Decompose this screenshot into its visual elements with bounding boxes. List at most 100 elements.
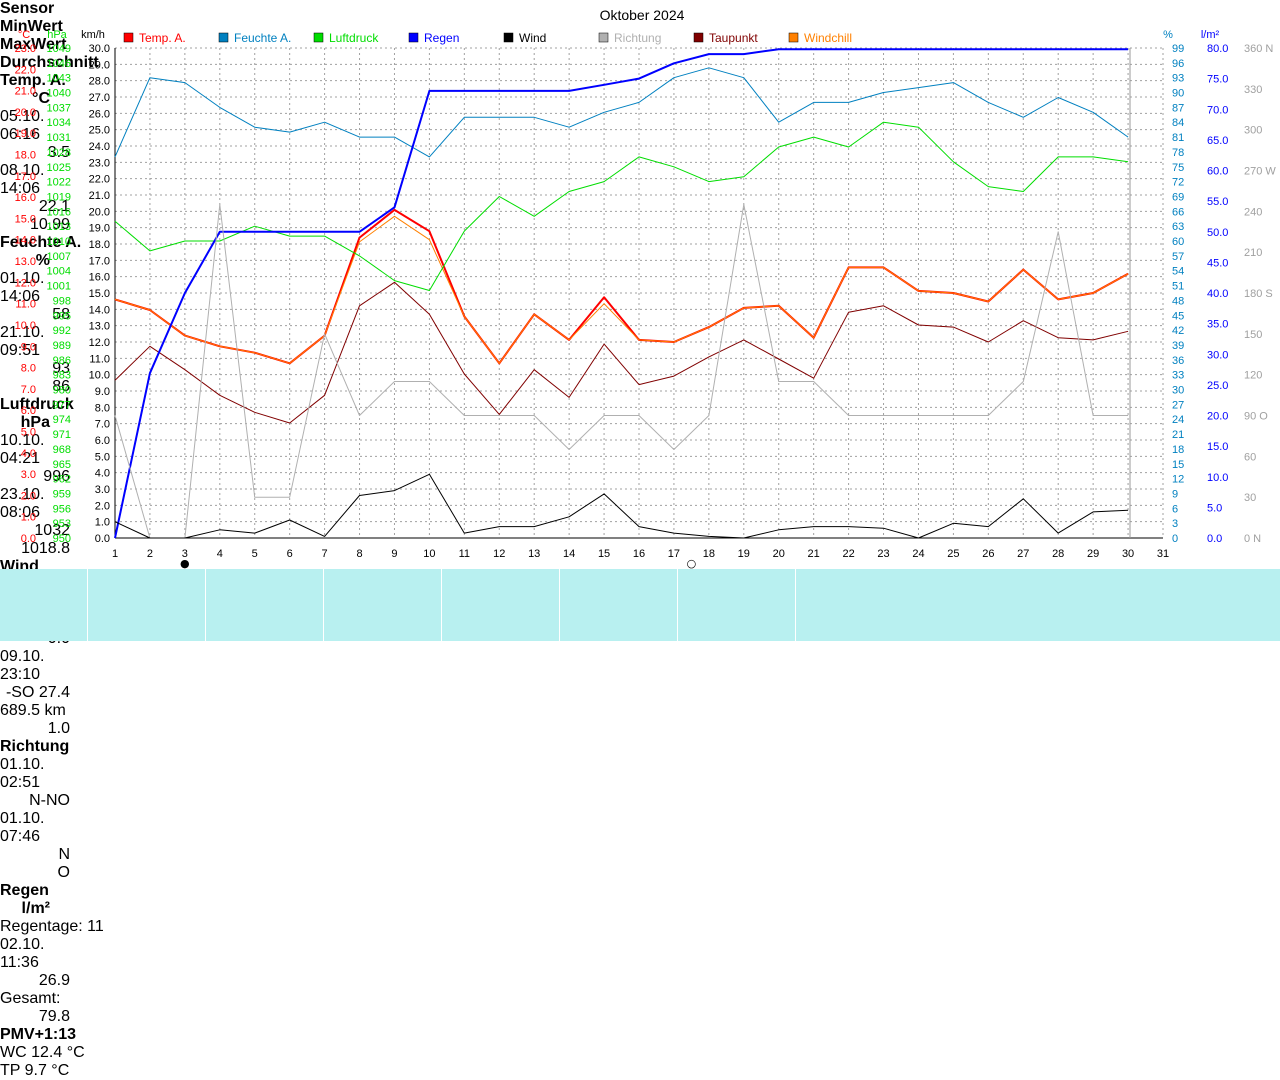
legend-label: Taupunkt <box>709 31 758 45</box>
wind-tick-label: 27.0 <box>89 92 110 104</box>
stats-value: 58 <box>52 306 70 323</box>
legend-label: Regen <box>424 31 459 45</box>
pressure-tick-label: 1010 <box>47 236 71 248</box>
pressure-tick-label: 1049 <box>47 43 71 55</box>
stats-value: 1018.8 <box>21 540 70 557</box>
stats-date: 689.5 km <box>0 702 66 719</box>
rain-tick-label: 80.0 <box>1207 43 1228 55</box>
legend-swatch <box>313 32 324 43</box>
x-tick-label: 26 <box>982 548 994 560</box>
humidity-tick-label: 99 <box>1172 43 1184 55</box>
wind-tick-label: 9.0 <box>95 386 110 398</box>
stats-header-sensor: Sensor <box>0 0 55 17</box>
stats-value: N <box>58 846 70 863</box>
wind-tick-label: 2.0 <box>95 500 110 512</box>
x-tick-label: 5 <box>252 548 258 560</box>
pressure-tick-label: 1016 <box>47 206 71 218</box>
x-tick-label: 21 <box>808 548 820 560</box>
rain-tick-label: 35.0 <box>1207 319 1228 331</box>
humidity-tick-label: 9 <box>1172 488 1178 500</box>
direction-tick-label: 60 <box>1244 451 1256 463</box>
x-tick-label: 11 <box>459 548 470 560</box>
stats-pmv-value: WC 12.4 °C <box>0 1044 85 1061</box>
series-line-windchill <box>114 215 1129 364</box>
humidity-tick-label: 18 <box>1172 444 1184 456</box>
pressure-tick-label: 1034 <box>47 117 71 129</box>
stats-date: 01.10. <box>0 810 45 827</box>
rain-tick-label: 15.0 <box>1207 441 1228 453</box>
stats-date: 02.10. <box>0 936 45 953</box>
stats-value: N-NO <box>29 792 70 809</box>
rain-tick-label: 0.0 <box>1207 533 1222 545</box>
wind-tick-label: 18.0 <box>89 239 110 251</box>
wind-tick-label: 8.0 <box>95 402 110 414</box>
humidity-tick-label: 24 <box>1172 414 1184 426</box>
x-tick-label: 2 <box>147 548 153 560</box>
pressure-tick-label: 995 <box>53 310 71 322</box>
stats-value: 93 <box>52 360 70 377</box>
temp-tick-label: 8.0 <box>21 363 36 375</box>
stats-header-pmv: PMV+1:13 <box>0 1026 77 1043</box>
temp-tick-label: 9.0 <box>21 341 36 353</box>
pressure-tick-label: 977 <box>53 399 71 411</box>
humidity-tick-label: 27 <box>1172 399 1184 411</box>
series-layer <box>114 48 1129 539</box>
stats-divider <box>795 569 796 641</box>
pressure-tick-label: 1004 <box>47 266 71 278</box>
direction-tick-label: 180 S <box>1244 288 1273 300</box>
temp-tick-label: 15.0 <box>15 213 36 225</box>
humidity-tick-label: 6 <box>1172 503 1178 515</box>
pressure-tick-label: 1007 <box>47 251 71 263</box>
humidity-tick-label: 72 <box>1172 177 1184 189</box>
x-tick-label: 8 <box>356 548 362 560</box>
chart-title: Oktober 2024 <box>600 7 685 23</box>
stats-value: 79.8 <box>38 1008 70 1025</box>
wind-tick-label: 25.0 <box>89 125 110 137</box>
stats-unit-regen: l/m² <box>21 900 50 917</box>
humidity-tick-label: 57 <box>1172 251 1184 263</box>
pressure-tick-label: 989 <box>53 340 71 352</box>
pressure-tick-label: 968 <box>53 444 71 456</box>
pressure-tick-label: 1028 <box>47 147 71 159</box>
pressure-tick-label: 959 <box>53 488 71 500</box>
x-tick-label: 19 <box>738 548 750 560</box>
temp-tick-label: 5.0 <box>21 426 36 438</box>
stats-value: 86 <box>52 378 70 395</box>
temp-tick-label: 4.0 <box>21 448 36 460</box>
pressure-tick-label: 998 <box>53 295 71 307</box>
temp-tick-label: 20.0 <box>15 107 36 119</box>
x-tick-label: 9 <box>391 548 397 560</box>
direction-tick-label: 150 <box>1244 329 1262 341</box>
temp-tick-label: 6.0 <box>21 405 36 417</box>
pressure-tick-label: 1040 <box>47 88 71 100</box>
pressure-tick-label: 1022 <box>47 177 71 189</box>
humidity-tick-label: 15 <box>1172 459 1184 471</box>
humidity-tick-label: 84 <box>1172 117 1184 129</box>
wind-tick-label: 4.0 <box>95 468 110 480</box>
pressure-tick-label: 950 <box>53 533 71 545</box>
rain-tick-label: 10.0 <box>1207 472 1228 484</box>
stats-value: O <box>57 864 70 881</box>
stats-divider <box>205 569 206 641</box>
stats-date: 23.10. <box>0 486 45 503</box>
stats-divider <box>559 569 560 641</box>
wind-tick-label: 11.0 <box>89 353 110 365</box>
temp-tick-label: 16.0 <box>15 192 36 204</box>
humidity-tick-label: 33 <box>1172 370 1184 382</box>
x-tick-label: 24 <box>912 548 924 560</box>
humidity-tick-label: 66 <box>1172 206 1184 218</box>
temp-tick-label: 0.0 <box>21 533 36 545</box>
stats-pmv-value: TP 9.7 °C <box>0 1062 70 1079</box>
pressure-tick-label: 1001 <box>47 281 71 293</box>
pressure-tick-label: 986 <box>53 355 71 367</box>
pressure-tick-label: 956 <box>53 503 71 515</box>
stats-time: 14:06 <box>0 180 41 197</box>
stats-date: 01.10. <box>0 756 45 773</box>
x-tick-label: 29 <box>1087 548 1099 560</box>
wind-tick-label: 15.0 <box>89 288 110 300</box>
pressure-axis-unit: hPa <box>47 29 67 41</box>
stats-date: 05.10. <box>0 108 45 125</box>
humidity-tick-label: 75 <box>1172 162 1184 174</box>
pressure-tick-label: 1019 <box>47 191 71 203</box>
stats-value: 1.0 <box>47 720 70 737</box>
